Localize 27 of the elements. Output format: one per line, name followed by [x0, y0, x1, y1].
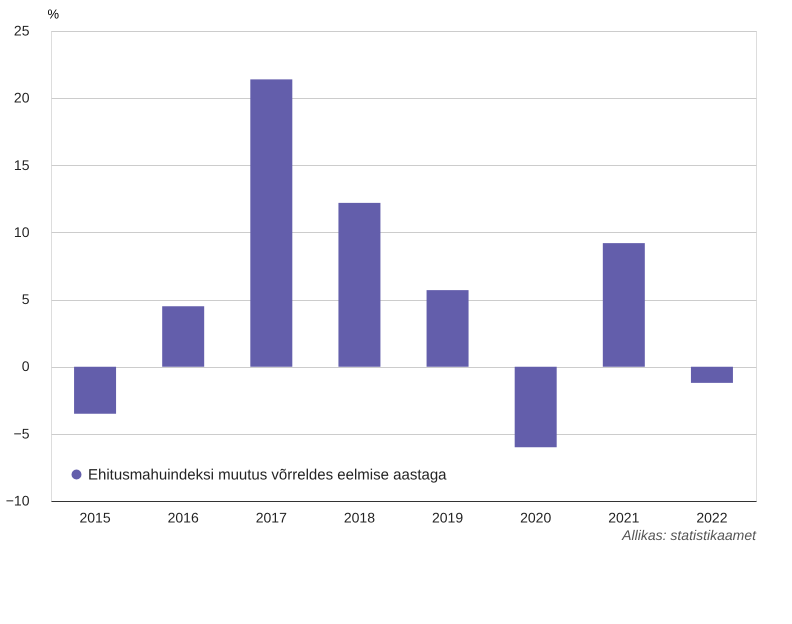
- x-tick-label: 2018: [344, 510, 376, 526]
- legend-label: Ehitusmahuindeksi muutus võrreldes eelmise aastaga: [88, 466, 448, 484]
- y-tick-label: 25: [14, 22, 30, 38]
- y-tick-label: 20: [14, 90, 30, 106]
- x-tick-label: 2016: [168, 510, 199, 526]
- bar: [426, 290, 469, 367]
- y-tick-label: −5: [14, 425, 30, 442]
- y-tick-label: 0: [22, 358, 30, 374]
- x-tick-label: 2021: [608, 510, 640, 526]
- x-tick-label: 2017: [256, 510, 288, 526]
- y-tick-label: 5: [22, 291, 30, 308]
- x-tick-label: 2022: [696, 510, 728, 526]
- text: Allikas: statistikaamet: [621, 527, 758, 543]
- x-tick-label: 2020: [520, 510, 552, 526]
- y-tick-label: 15: [14, 156, 30, 173]
- bar: [690, 366, 733, 383]
- bar: [250, 79, 292, 367]
- x-tick-label: 2019: [432, 510, 464, 526]
- bar: [74, 366, 116, 414]
- bar: [514, 366, 557, 448]
- bar: [162, 306, 204, 367]
- x-tick-label: 2015: [79, 510, 111, 526]
- y-axis-title: %: [48, 6, 60, 22]
- bar: [338, 202, 380, 367]
- bar: [602, 243, 645, 367]
- y-tick-label: 10: [14, 224, 30, 240]
- y-tick-label: −10: [6, 492, 30, 508]
